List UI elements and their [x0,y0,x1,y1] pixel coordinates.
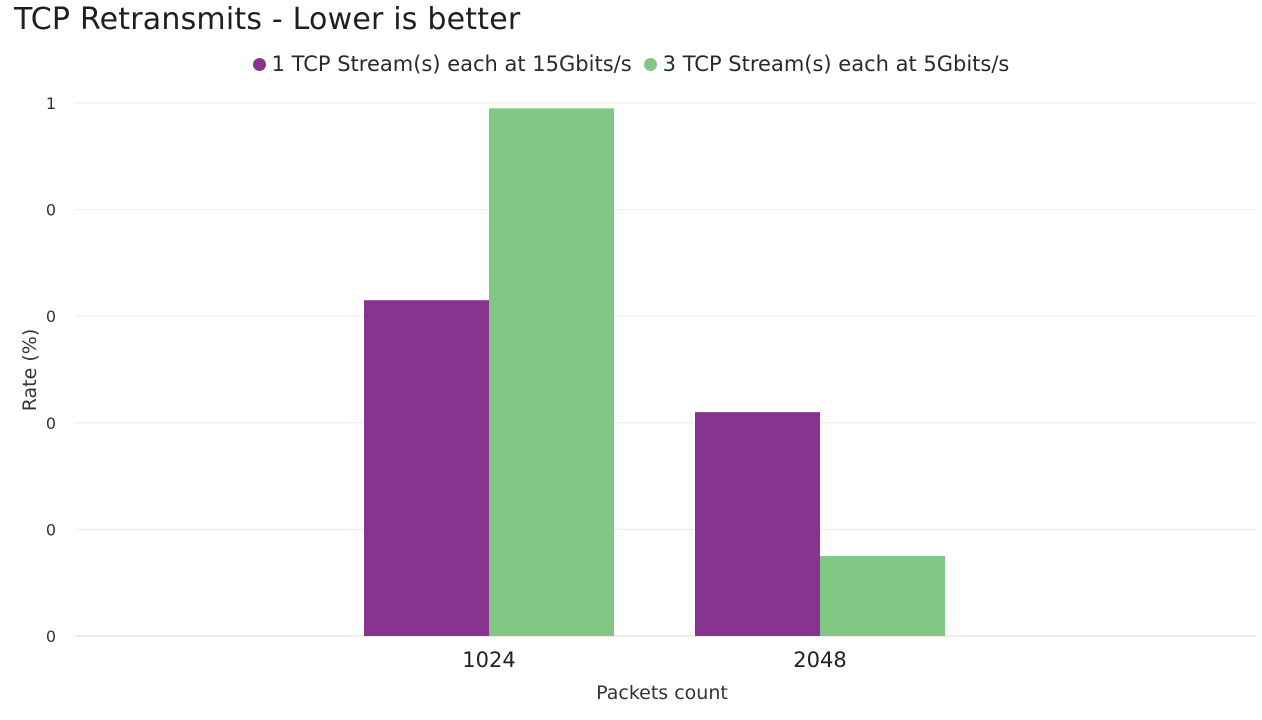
y-axis-ticks: 0 0 0 0 0 1 [46,94,56,646]
legend-marker-series-2 [643,57,657,71]
x-tick-label: 1024 [462,648,515,672]
legend-item-series-2[interactable]: 3 TCP Stream(s) each at 5Gbits/s [643,52,1010,76]
y-tick-label: 1 [46,94,56,113]
y-tick-label: 0 [46,307,56,326]
chart-title: TCP Retransmits - Lower is better [14,2,521,37]
gridlines [75,102,1256,637]
legend-item-series-1[interactable]: 1 TCP Stream(s) each at 15Gbits/s [252,52,632,76]
x-axis-ticks: 1024 2048 [462,648,846,672]
x-tick-label: 2048 [793,648,846,672]
y-tick-label: 0 [46,414,56,433]
bar-series-1-1024[interactable] [364,300,489,636]
bars [364,108,945,636]
legend-marker-series-1 [252,57,266,71]
legend: 1 TCP Stream(s) each at 15Gbits/s 3 TCP … [0,52,1262,76]
y-tick-label: 0 [46,520,56,539]
bar-series-2-1024[interactable] [489,108,614,636]
y-tick-label: 0 [46,201,56,220]
y-tick-label: 0 [46,627,56,646]
legend-label-series-2: 3 TCP Stream(s) each at 5Gbits/s [662,52,1010,76]
y-axis-title: Rate (%) [19,329,41,412]
bar-series-1-2048[interactable] [695,412,820,636]
bar-series-2-2048[interactable] [820,556,945,636]
legend-label-series-1: 1 TCP Stream(s) each at 15Gbits/s [271,52,632,76]
x-axis-title: Packets count [596,682,728,704]
